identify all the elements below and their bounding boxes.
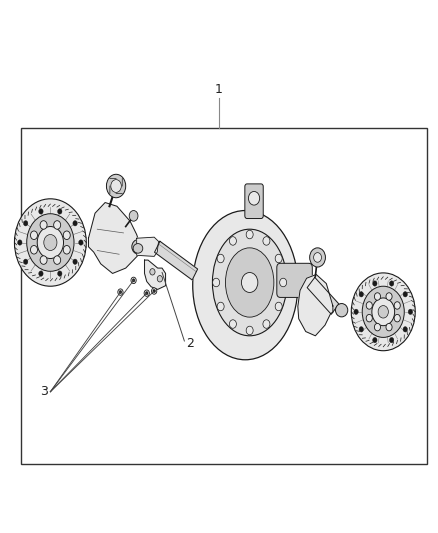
Circle shape	[39, 209, 43, 214]
Circle shape	[248, 191, 260, 205]
Circle shape	[24, 259, 28, 264]
Circle shape	[40, 256, 47, 264]
Text: 1: 1	[215, 83, 223, 96]
Circle shape	[217, 302, 224, 311]
Circle shape	[31, 246, 38, 254]
Circle shape	[374, 293, 381, 300]
Circle shape	[386, 324, 392, 331]
Circle shape	[389, 281, 394, 286]
Ellipse shape	[226, 248, 274, 317]
Circle shape	[145, 292, 148, 295]
Circle shape	[119, 290, 122, 294]
Circle shape	[310, 248, 325, 267]
Circle shape	[359, 327, 364, 332]
Circle shape	[153, 289, 155, 293]
Polygon shape	[145, 260, 166, 289]
Circle shape	[79, 240, 83, 245]
Circle shape	[394, 302, 400, 309]
Circle shape	[217, 254, 224, 263]
Polygon shape	[298, 274, 333, 336]
Circle shape	[150, 269, 155, 275]
Circle shape	[246, 326, 253, 335]
Circle shape	[53, 221, 60, 229]
Ellipse shape	[336, 304, 348, 317]
Circle shape	[152, 288, 157, 294]
Circle shape	[39, 271, 43, 276]
Polygon shape	[137, 237, 159, 256]
FancyBboxPatch shape	[277, 263, 312, 297]
Circle shape	[144, 290, 149, 296]
Circle shape	[131, 277, 136, 284]
Circle shape	[129, 211, 138, 221]
Circle shape	[106, 174, 126, 198]
Circle shape	[275, 254, 282, 263]
Circle shape	[314, 253, 321, 262]
Ellipse shape	[132, 239, 146, 254]
Circle shape	[373, 281, 377, 286]
Circle shape	[241, 272, 258, 293]
Text: 2: 2	[186, 337, 194, 350]
Circle shape	[351, 273, 415, 351]
Circle shape	[366, 314, 372, 322]
Circle shape	[408, 309, 413, 314]
Circle shape	[403, 327, 407, 332]
Circle shape	[263, 320, 270, 328]
FancyBboxPatch shape	[245, 184, 263, 219]
Circle shape	[118, 289, 123, 295]
Circle shape	[230, 237, 237, 245]
Circle shape	[394, 314, 400, 322]
Circle shape	[73, 259, 77, 264]
Circle shape	[275, 302, 282, 311]
Ellipse shape	[212, 229, 287, 336]
Circle shape	[111, 180, 121, 192]
Circle shape	[354, 309, 358, 314]
Circle shape	[372, 298, 395, 326]
Circle shape	[366, 302, 372, 309]
Circle shape	[386, 293, 392, 300]
Circle shape	[374, 324, 381, 331]
Circle shape	[63, 231, 70, 239]
Circle shape	[279, 278, 286, 287]
Circle shape	[378, 305, 389, 318]
Circle shape	[389, 337, 394, 343]
Circle shape	[37, 227, 64, 259]
Circle shape	[362, 286, 404, 337]
Circle shape	[359, 292, 364, 297]
Circle shape	[24, 221, 28, 226]
Circle shape	[63, 246, 70, 254]
Circle shape	[212, 278, 219, 287]
Circle shape	[40, 221, 47, 229]
Polygon shape	[155, 241, 198, 280]
Polygon shape	[88, 203, 140, 273]
Circle shape	[14, 199, 86, 286]
Circle shape	[403, 292, 407, 297]
Circle shape	[18, 240, 22, 245]
Circle shape	[58, 271, 62, 276]
Text: 3: 3	[40, 385, 48, 398]
Circle shape	[373, 337, 377, 343]
Circle shape	[31, 231, 38, 239]
Circle shape	[246, 230, 253, 239]
Bar	[21, 128, 427, 464]
Polygon shape	[307, 277, 339, 314]
Circle shape	[157, 276, 162, 282]
Circle shape	[27, 214, 74, 271]
Circle shape	[44, 235, 57, 251]
Circle shape	[53, 256, 60, 264]
Ellipse shape	[133, 244, 143, 253]
Circle shape	[230, 320, 237, 328]
Circle shape	[132, 279, 135, 282]
Circle shape	[58, 209, 62, 214]
Circle shape	[73, 221, 77, 226]
Ellipse shape	[193, 211, 298, 360]
Circle shape	[263, 237, 270, 245]
